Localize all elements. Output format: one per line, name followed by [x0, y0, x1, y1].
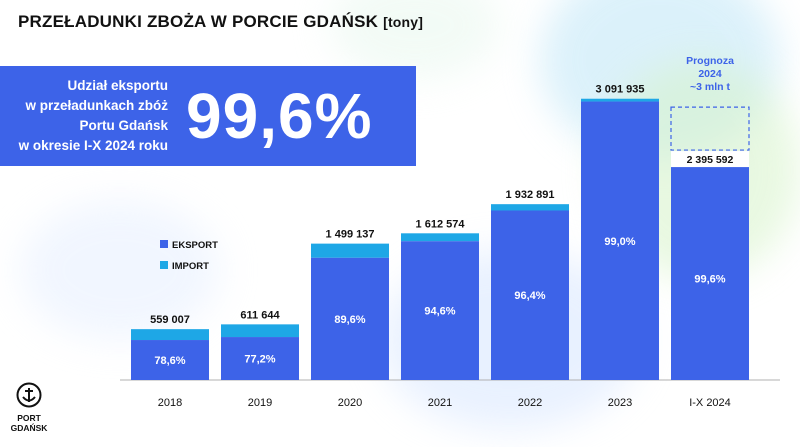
bar-share-label: 78,6%: [154, 355, 185, 367]
bar-total-label: 611 644: [240, 309, 280, 321]
x-tick-label: 2020: [338, 397, 362, 409]
bar-share-label: 99,0%: [604, 236, 635, 248]
bar-total-label: 559 007: [150, 314, 190, 326]
bar-export: [401, 241, 479, 380]
forecast-label: ~3 mln t: [690, 81, 730, 93]
bar-export: [671, 162, 749, 380]
logo-line: GDAŃSK: [10, 423, 48, 433]
legend-label: EKSPORT: [172, 240, 218, 251]
bar-total-label: 3 091 935: [596, 84, 645, 96]
bar-import: [401, 233, 479, 242]
bar-export: [221, 337, 299, 380]
bar-share-label: 94,6%: [424, 306, 455, 318]
bar-import: [131, 329, 209, 341]
bar-share-label: 96,4%: [514, 290, 545, 302]
bar-total-label: 1 612 574: [416, 218, 466, 230]
bar-share-label: 77,2%: [244, 354, 275, 366]
banner-description: Udział eksportu w przeładunkach zbóż Por…: [0, 76, 168, 156]
bar-export: [581, 101, 659, 380]
bar-import: [311, 243, 389, 258]
banner-line: Udział eksportu: [67, 78, 168, 93]
bar-export: [491, 210, 569, 380]
bar-total-label: 2 395 592: [687, 154, 734, 166]
bar-import: [221, 324, 299, 338]
title-text: PRZEŁADUNKI ZBOŻA W PORCIE GDAŃSK: [18, 12, 379, 31]
bar-total-label: 1 932 891: [506, 189, 555, 201]
banner-big-value: 99,6%: [186, 80, 373, 152]
title-unit: [tony]: [383, 14, 424, 30]
forecast-box: [670, 106, 750, 151]
x-tick-label: 2023: [608, 397, 632, 409]
port-gdansk-logo: PORT GDAŃSK: [6, 382, 52, 433]
x-tick-label: I-X 2024: [689, 397, 731, 409]
bar-share-label: 99,6%: [694, 273, 725, 285]
export-share-banner: Udział eksportu w przeładunkach zbóż Por…: [0, 66, 416, 166]
legend-swatch: [160, 261, 168, 269]
x-tick-label: 2022: [518, 397, 542, 409]
bar-export: [131, 340, 209, 380]
legend-label: IMPORT: [172, 261, 209, 272]
anchor-icon: [16, 382, 42, 408]
forecast-label: Prognoza: [686, 55, 734, 67]
banner-line: w przeładunkach zbóż: [25, 98, 168, 113]
bar-import: [581, 98, 659, 102]
x-tick-label: 2019: [248, 397, 272, 409]
page-title: PRZEŁADUNKI ZBOŻA W PORCIE GDAŃSK [tony]: [18, 12, 423, 32]
total-label-background: [671, 151, 749, 168]
x-tick-label: 2021: [428, 397, 452, 409]
forecast-label: 2024: [698, 68, 722, 80]
background-blob: [20, 200, 220, 340]
banner-line: Portu Gdańsk: [79, 118, 168, 133]
bar-export: [311, 257, 389, 380]
bar-import: [491, 204, 569, 211]
bar-total-label: 1 499 137: [326, 229, 375, 241]
x-tick-label: 2018: [158, 397, 182, 409]
bar-share-label: 89,6%: [334, 314, 365, 326]
banner-line: w okresie I-X 2024 roku: [18, 138, 168, 153]
legend-swatch: [160, 240, 168, 248]
logo-line: PORT: [17, 413, 41, 423]
